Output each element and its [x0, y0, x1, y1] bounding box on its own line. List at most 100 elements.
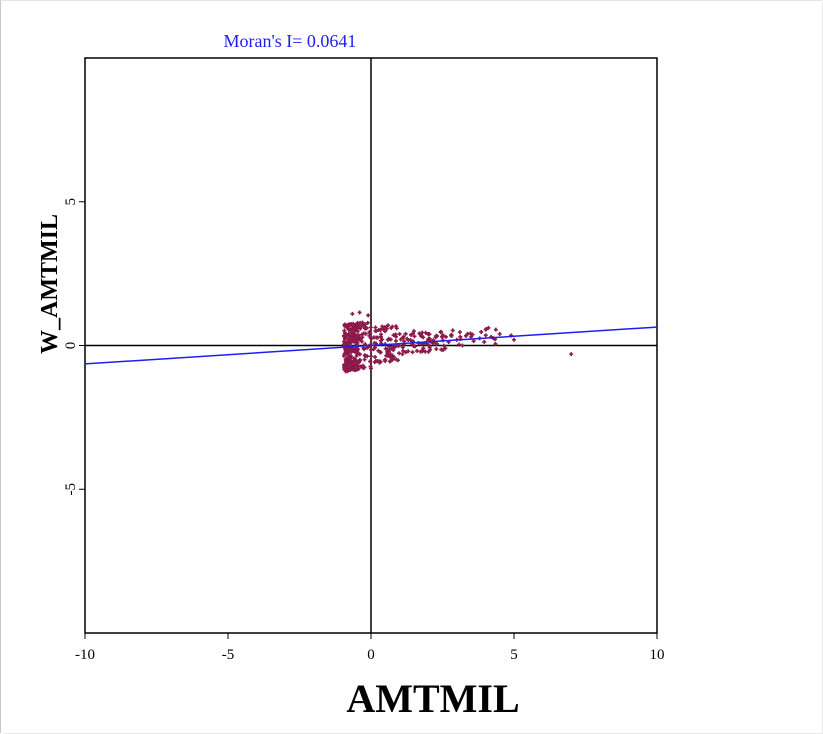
- data-point: [342, 339, 347, 344]
- data-point: [397, 332, 402, 336]
- data-point: [346, 341, 351, 346]
- data-point: [411, 344, 416, 349]
- data-point: [411, 331, 416, 336]
- data-point: [372, 360, 377, 365]
- data-point: [352, 339, 357, 344]
- data-point: [415, 348, 420, 353]
- data-point: [470, 332, 475, 337]
- data-point: [354, 336, 359, 341]
- data-point: [343, 333, 348, 338]
- data-point: [493, 341, 498, 346]
- data-point: [354, 351, 359, 356]
- data-point: [443, 334, 448, 339]
- data-point: [412, 334, 417, 339]
- data-point: [449, 332, 454, 337]
- data-point: [443, 346, 448, 351]
- data-point: [368, 325, 373, 330]
- data-point: [423, 349, 428, 354]
- data-point: [350, 311, 355, 316]
- x-tick-label: 5: [510, 647, 518, 663]
- data-point: [347, 327, 352, 332]
- data-point: [426, 342, 431, 347]
- data-point: [569, 352, 574, 357]
- data-point: [483, 333, 488, 338]
- data-point: [405, 336, 410, 341]
- data-point: [382, 357, 387, 362]
- data-point: [438, 330, 443, 335]
- data-point: [386, 336, 391, 341]
- data-point: [441, 343, 446, 348]
- data-point: [428, 347, 433, 352]
- data-point: [373, 328, 378, 333]
- data-point: [493, 327, 498, 332]
- data-point: [427, 332, 432, 337]
- x-axis-label: AMTMIL: [346, 676, 519, 721]
- data-point: [355, 360, 360, 365]
- data-point: [395, 358, 400, 363]
- data-point: [375, 335, 380, 340]
- data-point: [369, 354, 374, 359]
- data-point: [378, 334, 383, 339]
- data-point: [352, 329, 357, 334]
- data-point: [355, 347, 360, 352]
- data-point: [380, 324, 385, 329]
- data-point: [368, 359, 373, 364]
- data-point: [378, 327, 383, 332]
- data-point: [408, 332, 413, 337]
- data-point: [385, 351, 390, 356]
- data-point: [389, 325, 394, 330]
- data-point: [483, 327, 488, 332]
- y-tick-label: -5: [63, 483, 79, 496]
- data-point: [512, 337, 516, 342]
- data-point: [364, 325, 369, 330]
- data-point: [393, 332, 398, 337]
- data-point: [408, 338, 413, 343]
- data-point: [423, 330, 428, 335]
- data-point: [441, 347, 446, 352]
- y-tick-label: 0: [63, 342, 79, 350]
- data-point: [360, 323, 365, 328]
- data-point: [469, 334, 474, 339]
- data-point: [341, 353, 346, 358]
- x-tick-label: -5: [222, 647, 235, 663]
- data-point: [346, 350, 351, 355]
- data-point: [344, 323, 349, 328]
- data-point: [410, 350, 415, 355]
- data-point: [482, 339, 487, 344]
- data-point: [365, 320, 370, 325]
- data-point: [497, 332, 502, 336]
- data-point: [398, 337, 403, 342]
- data-point: [380, 337, 385, 342]
- x-tick-label: 0: [367, 647, 375, 663]
- data-point: [458, 334, 463, 339]
- data-point: [359, 339, 364, 344]
- data-point: [372, 335, 377, 340]
- data-point: [377, 350, 382, 355]
- data-point: [362, 365, 367, 370]
- data-point: [390, 353, 395, 358]
- x-axis-ticks: -10 -5 0 5 10: [75, 633, 665, 663]
- data-point: [356, 323, 361, 328]
- data-point: [373, 325, 378, 330]
- data-point: [450, 328, 455, 333]
- data-point: [403, 331, 408, 336]
- data-point: [366, 313, 371, 318]
- data-point: [393, 324, 398, 329]
- data-point: [368, 336, 373, 341]
- data-point: [434, 346, 439, 351]
- data-point: [435, 334, 440, 339]
- data-point: [346, 331, 351, 336]
- data-point: [434, 341, 439, 346]
- regression-line: [84, 326, 658, 365]
- data-point: [404, 350, 409, 355]
- data-point: [383, 329, 388, 334]
- data-point: [406, 349, 411, 354]
- data-point: [342, 351, 347, 356]
- data-point: [460, 343, 465, 348]
- data-point: [457, 342, 462, 347]
- data-point: [401, 335, 406, 340]
- data-point: [419, 334, 424, 339]
- data-point: [350, 346, 355, 351]
- chart-title: Moran's I= 0.0641: [224, 31, 357, 51]
